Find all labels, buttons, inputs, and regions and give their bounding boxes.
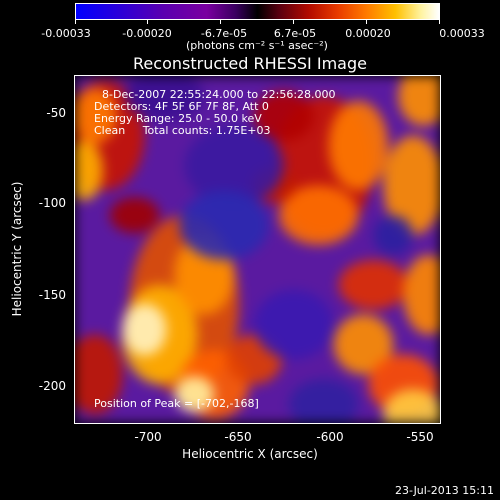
heatmap-blob [75,87,117,144]
heatmap-blob [338,259,409,310]
y-tick-label: -100 [38,196,66,210]
y-tick-label: -150 [38,288,66,302]
y-tick-label: -50 [46,106,66,120]
x-axis-label: Heliocentric X (arcsec) [182,447,318,461]
x-tick-label: -650 [224,430,252,444]
heatmap-blob [328,100,389,191]
heatmap-blob [278,185,359,246]
colorbar-tick-mark [366,19,367,24]
heatmap-blob [254,90,314,141]
colorbar-tick-mark [220,19,221,24]
heatmap-blob [109,197,160,234]
heatmap-blob [122,303,167,356]
colorbar-tick-mark [75,19,76,24]
colorbar-tick-label: -6.7e-05 [200,27,248,40]
colorbar-units: (photons cm⁻² s⁻¹ asec⁻²) [186,39,328,52]
colorbar-tick-mark [293,19,294,24]
heatmap-blob [383,389,440,423]
heatmap-blob [184,125,284,206]
heatmap-blob [398,76,440,126]
heatmap-blob [179,190,269,260]
clean-counts-label: Clean Total counts: 1.75E+03 [94,124,271,137]
image-title: Reconstructed RHESSI Image [133,54,367,73]
peak-position-label: Position of Peak = [-702,-168] [94,397,259,410]
colorbar-tick-label: 0.00020 [345,27,391,40]
heatmap-blob [403,254,440,335]
colorbar-tick-mark [439,19,440,24]
heatmap-blob [383,135,440,236]
time-range-label: 8-Dec-2007 22:55:24.000 to 22:56:28.000 [102,88,336,101]
heatmap-image [75,76,440,423]
x-tick-label: -700 [134,430,162,444]
colorbar-tick-label: -0.00020 [122,27,172,40]
heatmap-blob [288,379,359,423]
colorbar [75,3,440,20]
y-tick-label: -200 [38,379,66,393]
heatmap-blob [373,215,414,255]
heatmap-blob [124,76,205,121]
colorbar-tick-label: 0.00033 [439,27,485,40]
colorbar-tick-label: -0.00033 [41,27,91,40]
heatmap-blob [174,376,215,413]
energy-range-label: Energy Range: 25.0 - 50.0 keV [94,112,262,125]
heatmap-blob [75,334,123,415]
detectors-label: Detectors: 4F 5F 6F 7F 8F, Att 0 [94,100,269,113]
heatmap-panel [74,75,441,424]
heatmap-blob [75,140,103,201]
y-axis-label: Heliocentric Y (arcsec) [10,181,24,317]
heatmap-blob [254,289,334,360]
colorbar-tick-label: 6.7e-05 [273,27,317,40]
x-tick-label: -600 [316,430,344,444]
timestamp: 23-Jul-2013 15:11 [394,484,494,497]
heatmap-blob [333,314,394,375]
colorbar-tick-mark [147,19,148,24]
x-tick-label: -550 [406,430,434,444]
